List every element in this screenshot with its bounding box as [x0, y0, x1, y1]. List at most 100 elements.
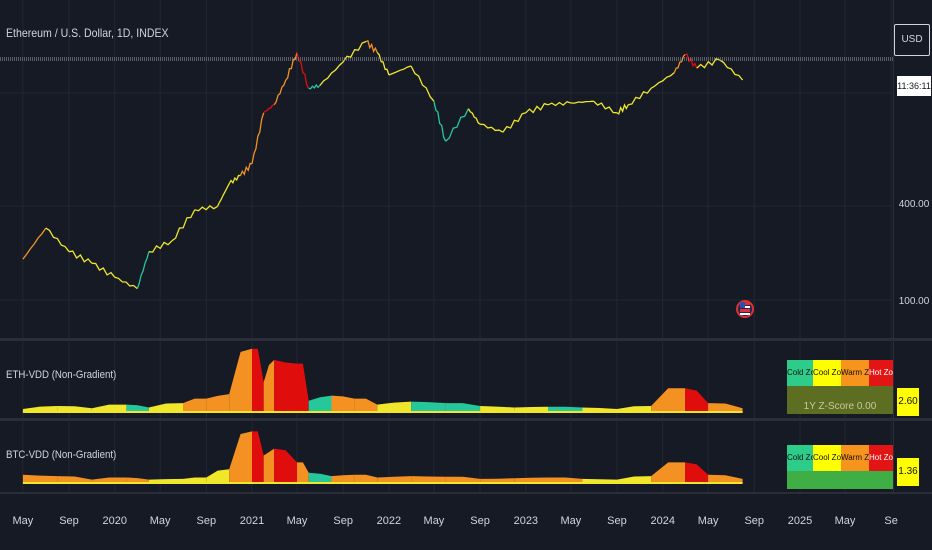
price-line-segment	[136, 251, 150, 289]
vdd-area-segment	[57, 406, 92, 412]
zone-warm-cell: Warm Zone	[841, 360, 869, 386]
symbol-title[interactable]: Ethereum / U.S. Dollar, 1D, INDEX	[6, 26, 169, 40]
time-axis-tick-label: Se	[884, 515, 897, 527]
vdd-area-segment	[297, 462, 309, 483]
vdd-area-segment	[514, 406, 548, 412]
eth-zone-legend: Cold Zone Cool Zone Warm Zone Hot Zone 1…	[787, 360, 893, 414]
vdd-area-segment	[377, 401, 412, 412]
vdd-area-segment	[331, 474, 355, 483]
vdd-area-segment	[126, 477, 149, 483]
time-axis-tick-label: 2023	[514, 515, 538, 527]
price-line-segment	[114, 276, 138, 290]
time-axis-tick-label: 2025	[788, 515, 812, 527]
price-line-segment	[445, 108, 469, 142]
time-axis-tick-label: Sep	[196, 515, 216, 527]
vdd-area-segment	[263, 448, 275, 483]
time-axis-tick-label: Sep	[607, 515, 627, 527]
time-axis-tick-label: Sep	[333, 515, 353, 527]
bar-countdown: 11:36:11	[897, 76, 931, 96]
price-line-segment	[45, 227, 70, 253]
vdd-area-segment	[206, 394, 230, 412]
zone-cool-cell: Cool Zone	[813, 360, 841, 386]
vdd-area-segment	[548, 406, 583, 412]
vdd-area-segment	[22, 474, 58, 483]
price-line-segment	[68, 250, 93, 264]
price-line-segment	[365, 39, 378, 54]
vdd-area-segment	[148, 403, 183, 412]
price-line-segment	[285, 52, 298, 81]
price-line-segment	[216, 183, 230, 207]
btc-vdd-title[interactable]: BTC-VDD (Non-Gradient)	[6, 449, 117, 461]
price-line-segment	[148, 240, 173, 253]
pane-separator	[0, 492, 932, 494]
vdd-area-segment	[274, 359, 297, 412]
time-axis-tick-label: 2022	[377, 515, 401, 527]
time-axis-tick-label: May	[835, 515, 856, 527]
price-line-segment	[547, 100, 572, 107]
price-line-segment	[696, 58, 720, 69]
price-line-segment	[171, 209, 196, 242]
vdd-area-segment	[148, 478, 183, 483]
price-tick-label: 100.00	[898, 296, 930, 307]
btc-last-value-badge: 1.36	[897, 458, 919, 486]
eth-vdd-title[interactable]: ETH-VDD (Non-Gradient)	[6, 369, 117, 381]
price-line-segment	[251, 112, 265, 165]
price-line-segment	[91, 262, 116, 278]
eth-vdd-pane[interactable]	[22, 348, 743, 413]
price-line-segment	[410, 65, 435, 102]
btc-zone-legend: Cold Zone Cool Zone Warm Zone Hot Zone	[787, 445, 893, 489]
currency-button[interactable]: USD	[894, 24, 930, 56]
time-axis-tick-label: May	[698, 515, 719, 527]
price-line-segment	[22, 227, 47, 260]
vdd-area-segment	[91, 477, 127, 483]
vdd-area-segment	[263, 359, 275, 412]
time-axis[interactable]: May Sep 2020 May Sep 2021 May Sep 2022 May Sep 2023…	[12, 515, 897, 527]
vdd-area-segment	[57, 476, 92, 483]
price-line-segment	[228, 174, 241, 185]
vdd-area-segment	[708, 403, 743, 412]
vdd-area-segment	[297, 363, 309, 412]
pane-separator[interactable]	[0, 418, 932, 421]
vdd-area-segment	[252, 348, 264, 412]
price-line-segment	[719, 59, 744, 81]
price-line-segment	[388, 65, 412, 76]
vdd-area-segment	[548, 477, 583, 483]
price-line-segment	[342, 40, 367, 63]
price-line-segment	[319, 61, 344, 86]
vdd-area-segment	[206, 469, 230, 483]
price-line-segment	[628, 87, 652, 106]
price-line-segment	[239, 162, 253, 176]
vdd-area-segment	[617, 406, 652, 412]
time-axis-tick-label: 2021	[240, 515, 264, 527]
pane-separator[interactable]	[0, 338, 932, 341]
vdd-area-segment	[377, 476, 412, 483]
eth-last-value-badge: 2.60	[897, 388, 919, 416]
zone-cold-cell: Cold Zone	[787, 360, 813, 386]
price-pane[interactable]	[22, 39, 744, 290]
vdd-area-segment	[617, 476, 652, 483]
price-line-segment	[433, 101, 447, 142]
btc-vdd-pane[interactable]	[22, 431, 743, 484]
vdd-area-segment	[354, 398, 378, 412]
time-axis-tick-label: Sep	[744, 515, 764, 527]
vdd-area-segment	[445, 476, 481, 483]
price-line-segment	[273, 79, 287, 106]
vdd-area-segment	[582, 407, 617, 412]
us-flag-event-icon[interactable]	[736, 300, 754, 318]
vdd-area-segment	[354, 474, 378, 483]
time-axis-tick-label: May	[560, 515, 581, 527]
vdd-area-segment	[229, 348, 252, 412]
vdd-area-segment	[91, 404, 127, 412]
price-line-segment	[296, 52, 310, 89]
price-line-segment	[685, 53, 698, 69]
price-line-segment	[263, 104, 275, 114]
price-line-segment	[616, 103, 629, 115]
vdd-area-segment	[708, 474, 743, 483]
vdd-area-segment	[274, 448, 297, 483]
price-line-segment	[650, 72, 675, 89]
vdd-area-segment	[183, 477, 207, 483]
price-line-segment	[308, 83, 321, 90]
vdd-area-segment	[308, 395, 332, 412]
